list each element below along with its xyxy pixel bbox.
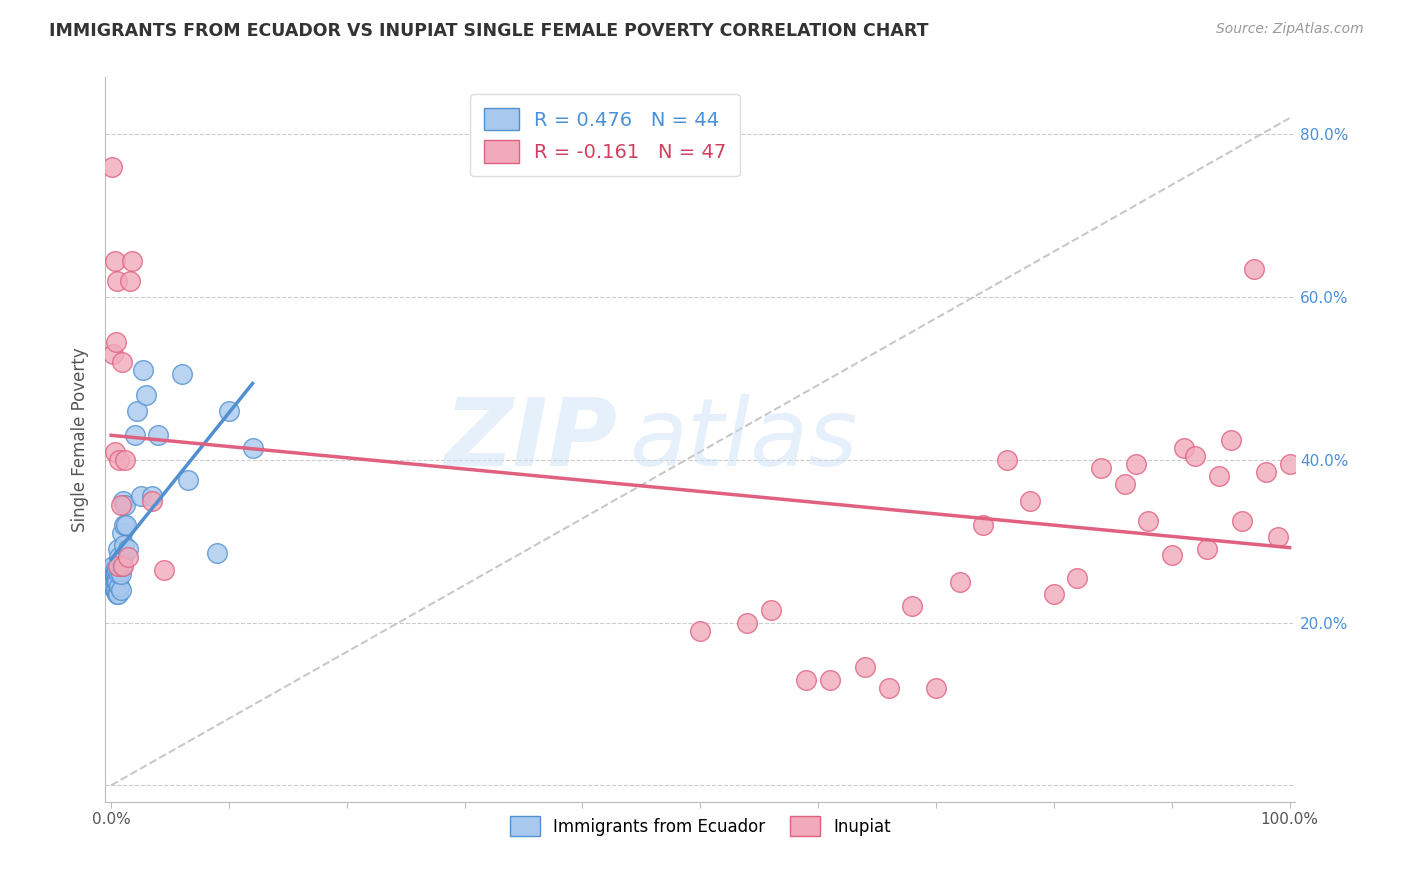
Point xyxy=(103,558,125,573)
Point xyxy=(105,563,128,577)
Point xyxy=(108,550,131,565)
Text: atlas: atlas xyxy=(628,394,858,485)
Point xyxy=(1043,587,1066,601)
Point xyxy=(818,673,841,687)
Point xyxy=(110,498,132,512)
Point xyxy=(148,428,170,442)
Point xyxy=(117,550,139,565)
Legend: Immigrants from Ecuador, Inupiat: Immigrants from Ecuador, Inupiat xyxy=(502,808,900,844)
Point xyxy=(1232,514,1254,528)
Point xyxy=(242,441,264,455)
Point xyxy=(103,571,125,585)
Point xyxy=(1173,441,1195,455)
Point xyxy=(107,587,129,601)
Point xyxy=(101,566,124,581)
Point xyxy=(1137,514,1160,528)
Point xyxy=(125,404,148,418)
Point xyxy=(105,274,128,288)
Point xyxy=(111,493,134,508)
Point xyxy=(104,582,127,597)
Point xyxy=(177,473,200,487)
Point xyxy=(104,582,127,597)
Point xyxy=(108,566,131,581)
Point xyxy=(111,550,134,565)
Text: IMMIGRANTS FROM ECUADOR VS INUPIAT SINGLE FEMALE POVERTY CORRELATION CHART: IMMIGRANTS FROM ECUADOR VS INUPIAT SINGL… xyxy=(49,22,929,40)
Point xyxy=(108,579,131,593)
Point xyxy=(972,517,994,532)
Point xyxy=(104,444,127,458)
Point xyxy=(1114,477,1136,491)
Point xyxy=(101,160,124,174)
Point xyxy=(111,355,134,369)
Point xyxy=(105,571,128,585)
Point xyxy=(853,660,876,674)
Point xyxy=(104,574,127,589)
Point xyxy=(112,538,135,552)
Point xyxy=(105,587,128,601)
Point xyxy=(118,274,141,288)
Point xyxy=(1278,457,1301,471)
Point xyxy=(111,526,134,541)
Point xyxy=(1267,530,1289,544)
Point xyxy=(877,681,900,695)
Point xyxy=(1066,571,1088,585)
Point xyxy=(104,566,127,581)
Point xyxy=(1243,261,1265,276)
Point xyxy=(796,673,818,687)
Point xyxy=(117,542,139,557)
Point xyxy=(949,574,972,589)
Text: ZIP: ZIP xyxy=(444,393,617,485)
Point xyxy=(205,546,228,560)
Point xyxy=(1090,461,1112,475)
Point xyxy=(1160,548,1182,562)
Point xyxy=(1254,465,1277,479)
Point xyxy=(101,563,124,577)
Point xyxy=(689,624,711,638)
Point xyxy=(110,582,132,597)
Point xyxy=(104,566,127,581)
Point xyxy=(759,603,782,617)
Point xyxy=(925,681,948,695)
Point xyxy=(170,368,193,382)
Point xyxy=(110,566,132,581)
Point xyxy=(995,453,1018,467)
Text: Source: ZipAtlas.com: Source: ZipAtlas.com xyxy=(1216,22,1364,37)
Point xyxy=(108,453,131,467)
Point xyxy=(1219,433,1241,447)
Point xyxy=(218,404,240,418)
Point xyxy=(737,615,759,630)
Point xyxy=(121,253,143,268)
Point xyxy=(112,517,135,532)
Point xyxy=(114,453,136,467)
Point xyxy=(1197,542,1219,557)
Point xyxy=(1125,457,1147,471)
Point xyxy=(135,388,157,402)
Point xyxy=(114,498,136,512)
Point xyxy=(104,563,127,577)
Point xyxy=(1184,449,1206,463)
Point xyxy=(104,253,127,268)
Point xyxy=(111,558,134,573)
Point xyxy=(104,334,127,349)
Point xyxy=(107,558,129,573)
Point xyxy=(124,428,146,442)
Point xyxy=(1208,469,1230,483)
Point xyxy=(107,542,129,557)
Point xyxy=(141,493,163,508)
Y-axis label: Single Female Poverty: Single Female Poverty xyxy=(72,347,89,532)
Point xyxy=(103,347,125,361)
Point xyxy=(1019,493,1042,508)
Point xyxy=(129,490,152,504)
Point xyxy=(901,599,924,614)
Point xyxy=(132,363,155,377)
Point xyxy=(103,579,125,593)
Point xyxy=(141,490,163,504)
Point xyxy=(104,571,127,585)
Point xyxy=(111,558,134,573)
Point xyxy=(115,517,138,532)
Point xyxy=(153,563,176,577)
Point xyxy=(105,574,128,589)
